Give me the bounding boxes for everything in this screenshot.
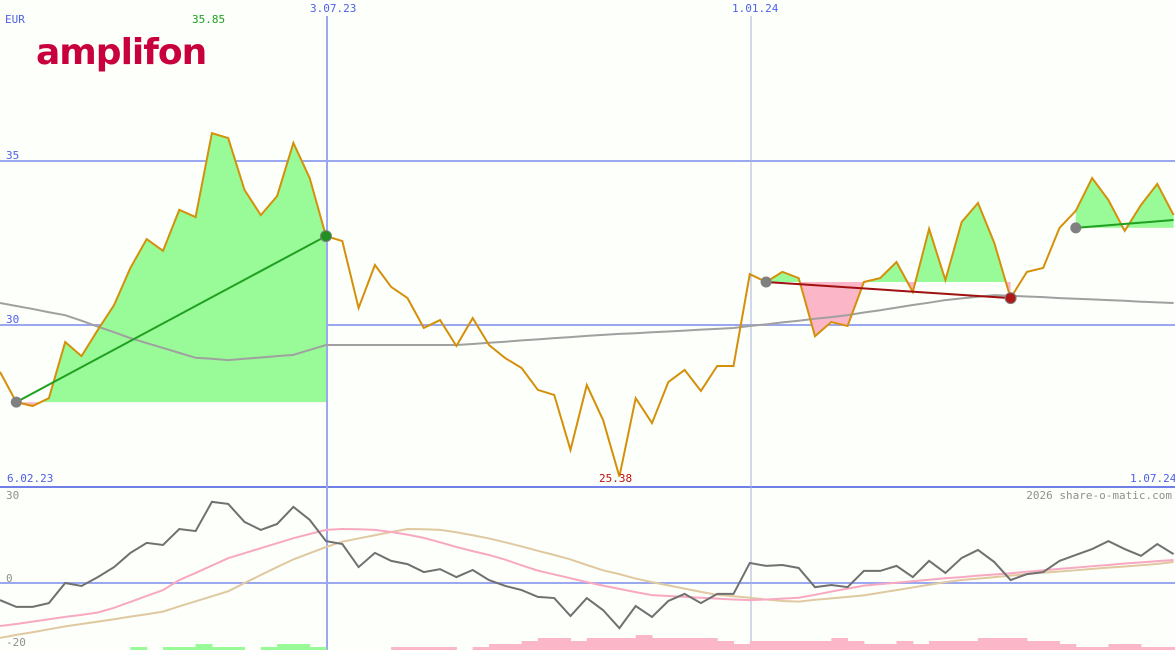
histogram-bar: [782, 641, 800, 650]
trend-start-marker: [10, 396, 22, 408]
histogram-bar: [603, 638, 620, 650]
trend-line: [766, 281, 1011, 300]
histogram-bar: [668, 638, 686, 650]
histogram-bar: [1141, 647, 1158, 650]
histogram-bar: [260, 647, 278, 650]
histogram-bar: [570, 641, 588, 650]
histogram-bar: [537, 638, 555, 650]
histogram-bar: [700, 638, 718, 650]
y-tick-label: 35: [6, 149, 20, 162]
momentum-line: [0, 500, 1175, 630]
osc-tick-label: 0: [6, 572, 13, 585]
histogram-bar: [1173, 647, 1175, 650]
histogram-bar: [277, 644, 294, 650]
histogram-bar: [619, 638, 637, 650]
trend-line: [15, 235, 327, 403]
histogram-bar: [635, 635, 653, 650]
histogram-bar: [130, 647, 148, 650]
histogram-bar: [994, 638, 1012, 650]
trend-end-marker: [320, 230, 332, 243]
histogram-bar: [407, 647, 425, 650]
histogram-bar: [505, 644, 523, 650]
trend-start-marker: [1070, 222, 1082, 234]
histogram-bar: [717, 641, 734, 650]
loss-area: [799, 282, 1011, 337]
histogram-bar: [195, 644, 213, 650]
histogram-bar: [211, 647, 229, 650]
histogram-bar: [163, 647, 180, 650]
trend-line: [1075, 219, 1174, 229]
histogram-bar: [863, 644, 881, 650]
histogram-bar: [912, 644, 930, 650]
histogram-bar: [1059, 644, 1077, 650]
histogram-bar: [1075, 647, 1093, 650]
histogram-bar: [391, 647, 408, 650]
histogram-bar: [961, 641, 979, 650]
price-line: [0, 131, 1175, 477]
max-price-label: 35.85: [192, 13, 226, 26]
y-tick-label: 30: [6, 313, 20, 326]
histogram-bar: [847, 641, 865, 650]
histogram-bar: [831, 638, 849, 650]
histogram-bar: [1010, 638, 1028, 650]
x-tick-label: 1.01.24: [732, 2, 779, 15]
histogram-bar: [684, 638, 702, 650]
histogram-bar: [472, 647, 490, 650]
histogram-bar: [489, 644, 506, 650]
histogram-bar: [293, 644, 311, 650]
osc-tick-label: -20: [6, 636, 26, 649]
histogram-bar: [440, 647, 457, 650]
amplifon-logo: amplifon: [36, 32, 207, 73]
min-price-label: 25.38: [599, 472, 633, 485]
histogram-bar: [978, 638, 995, 650]
histogram-bar: [798, 641, 816, 650]
histogram-bar: [228, 647, 245, 650]
histogram-bar: [880, 644, 897, 650]
fast-signal-line: [0, 528, 1174, 628]
histogram-bar: [945, 641, 963, 650]
histogram-bar: [733, 644, 751, 650]
histogram-bar: [766, 641, 783, 650]
trend-start-marker: [760, 276, 772, 288]
histogram-bar: [896, 641, 914, 650]
histogram-bar: [521, 641, 539, 650]
histogram-bar: [1124, 644, 1142, 650]
currency-label: EUR: [5, 13, 25, 26]
histogram-bar: [309, 647, 327, 650]
gain-area: [40, 133, 326, 403]
histogram-bar: [554, 638, 571, 650]
histogram-bar: [1043, 641, 1060, 650]
histogram-bar: [815, 641, 832, 650]
histogram-bar: [179, 647, 197, 650]
histogram-bar: [929, 641, 946, 650]
histogram-bar: [423, 647, 441, 650]
gain-area: [766, 202, 1011, 283]
osc-tick-label: 30: [6, 489, 20, 502]
histogram-bar: [749, 641, 767, 650]
x-tick-label: 6.02.23: [7, 472, 54, 485]
x-tick-label: 3.07.23: [310, 2, 357, 15]
watermark: 2026 share-o-matic.com: [1026, 489, 1172, 502]
histogram-bar: [1157, 647, 1175, 650]
x-tick-label: 1.07.24: [1130, 472, 1175, 485]
histogram-bar: [1092, 647, 1109, 650]
slow-signal-line: [0, 528, 1174, 639]
histogram-bar: [652, 638, 669, 650]
trend-end-marker: [1004, 292, 1017, 305]
histogram-bar: [1026, 641, 1044, 650]
histogram-bar: [1108, 644, 1126, 650]
histogram-bar: [586, 638, 604, 650]
